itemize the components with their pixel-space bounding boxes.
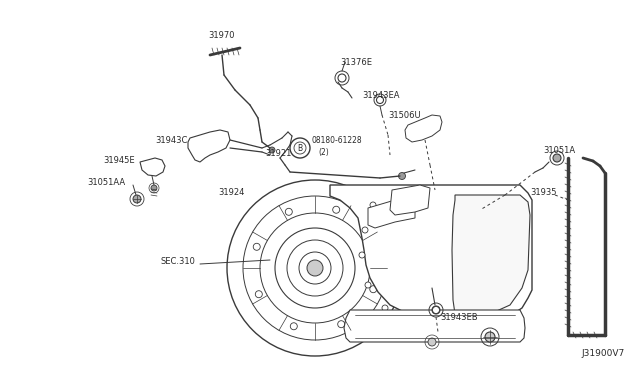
Circle shape (399, 173, 406, 180)
Text: 31943EB: 31943EB (440, 314, 477, 323)
Circle shape (133, 195, 141, 203)
Text: B: B (298, 144, 303, 153)
Circle shape (227, 180, 403, 356)
Text: 31506U: 31506U (388, 110, 420, 119)
Circle shape (338, 321, 345, 328)
Text: 31970: 31970 (209, 31, 236, 39)
Circle shape (151, 185, 157, 191)
Circle shape (291, 323, 298, 330)
Text: 31924: 31924 (218, 187, 244, 196)
Polygon shape (140, 158, 165, 176)
Polygon shape (368, 196, 415, 228)
Circle shape (359, 252, 365, 258)
Polygon shape (405, 115, 442, 142)
Polygon shape (188, 130, 230, 162)
Text: 31943EA: 31943EA (362, 90, 399, 99)
Text: 31051A: 31051A (543, 145, 575, 154)
Circle shape (553, 154, 561, 162)
Circle shape (255, 291, 262, 298)
Circle shape (362, 227, 368, 233)
Polygon shape (330, 185, 532, 322)
Text: SEC.310: SEC.310 (160, 257, 195, 266)
Circle shape (376, 96, 383, 103)
Polygon shape (344, 310, 525, 342)
Circle shape (382, 305, 388, 311)
Text: 31935: 31935 (530, 187, 557, 196)
Polygon shape (452, 195, 530, 316)
Circle shape (285, 208, 292, 215)
Circle shape (269, 147, 275, 153)
Circle shape (368, 238, 374, 245)
Text: J31900V7: J31900V7 (582, 350, 625, 359)
Text: 08180-61228: 08180-61228 (312, 135, 363, 144)
Circle shape (253, 243, 260, 250)
Text: 31945E: 31945E (103, 155, 134, 164)
Text: 31943C: 31943C (155, 135, 188, 144)
Circle shape (307, 260, 323, 276)
Circle shape (432, 306, 440, 314)
Circle shape (370, 286, 377, 293)
Circle shape (338, 74, 346, 82)
Circle shape (365, 282, 371, 288)
Polygon shape (390, 185, 430, 215)
Circle shape (485, 332, 495, 342)
Circle shape (370, 202, 376, 208)
Text: 31921: 31921 (265, 148, 291, 157)
Text: 31376E: 31376E (340, 58, 372, 67)
Circle shape (333, 206, 340, 213)
Circle shape (428, 338, 436, 346)
Text: 31051AA: 31051AA (87, 177, 125, 186)
Text: (2): (2) (318, 148, 329, 157)
